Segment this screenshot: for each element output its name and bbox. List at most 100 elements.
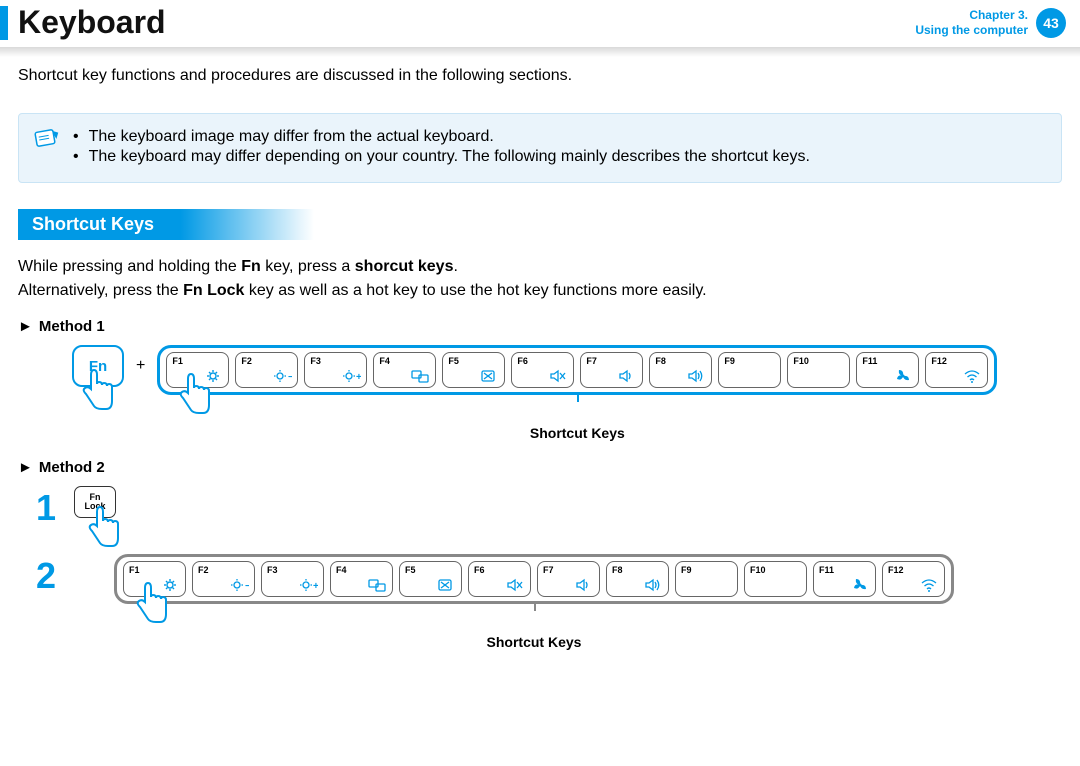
blank-icon (711, 576, 733, 594)
fkey-label: F2 (241, 356, 252, 366)
display-switch-icon (409, 367, 431, 385)
shortcut-caption: Shortcut Keys (114, 634, 954, 650)
fan-icon (892, 367, 914, 385)
fkey-label: F7 (586, 356, 597, 366)
content-area: Shortcut key functions and procedures ar… (0, 57, 1080, 650)
fkey-label: F5 (405, 565, 416, 575)
fan-icon (849, 576, 871, 594)
method2-step1: 1 FnLock (18, 486, 1062, 526)
fkey-label: F7 (543, 565, 554, 575)
fkey-label: F11 (862, 356, 877, 366)
fkey-label: F12 (888, 565, 904, 575)
fkey-F5: F5 (399, 561, 462, 597)
blank-icon (754, 367, 776, 385)
fkey-F2: F2 (235, 352, 298, 388)
vol-down-icon (573, 576, 595, 594)
fkey-F7: F7 (580, 352, 643, 388)
fkey-label: F4 (379, 356, 390, 366)
bright-down-icon (228, 576, 250, 594)
fkey-label: F9 (724, 356, 735, 366)
fkey-F12: F12 (882, 561, 945, 597)
method1-row: Fn + F1 F2 F3 F4 F5 F6 F7 F8 F9 F10 F11 F12 Shortcu… (18, 345, 1062, 441)
triangle-icon: ► (18, 459, 33, 476)
fkey-F6: F6 (511, 352, 574, 388)
fkey-label: F8 (655, 356, 666, 366)
para-2: Alternatively, press the Fn Lock key as … (18, 282, 1062, 300)
fkey-F6: F6 (468, 561, 531, 597)
display-switch-icon (366, 576, 388, 594)
bright-up-icon (297, 576, 319, 594)
method2-label: ►Method 2 (18, 459, 1062, 476)
fkey-F3: F3 (304, 352, 367, 388)
step-number: 2 (18, 554, 74, 594)
page-header: Keyboard Chapter 3. Using the computer 4… (0, 0, 1080, 47)
page-title: Keyboard (18, 4, 166, 41)
fkey-F10: F10 (787, 352, 850, 388)
fnlock-wrap: FnLock (74, 486, 116, 518)
hand-press-icon (76, 363, 120, 419)
fkey-F10: F10 (744, 561, 807, 597)
fkey-strip-method2: F1 F2 F3 F4 F5 F6 F7 F8 F9 F10 F11 F12 (114, 554, 954, 604)
note-box: The keyboard image may differ from the a… (18, 113, 1062, 183)
fkey-label: F8 (612, 565, 623, 575)
step-number: 1 (18, 486, 74, 526)
fkey-F9: F9 (718, 352, 781, 388)
title-wrap: Keyboard (0, 4, 166, 41)
fkey-F12: F12 (925, 352, 988, 388)
hand-press-icon (130, 576, 174, 632)
fkey-F9: F9 (675, 561, 738, 597)
note-item: The keyboard image may differ from the a… (73, 128, 1045, 146)
vol-up-icon (685, 367, 707, 385)
fkey-strip-method1: F1 F2 F3 F4 F5 F6 F7 F8 F9 F10 F11 F12 (157, 345, 997, 395)
bright-up-icon (340, 367, 362, 385)
vol-down-icon (616, 367, 638, 385)
fkey-label: F12 (931, 356, 947, 366)
fkey-F5: F5 (442, 352, 505, 388)
touchpad-off-icon (478, 367, 500, 385)
para-1: While pressing and holding the Fn key, p… (18, 258, 1062, 276)
method1-strip-wrap: F1 F2 F3 F4 F5 F6 F7 F8 F9 F10 F11 F12 Shortcut Key… (157, 345, 997, 441)
fkey-label: F3 (310, 356, 321, 366)
fkey-F8: F8 (606, 561, 669, 597)
fkey-label: F10 (750, 565, 766, 575)
fkey-label: F11 (819, 565, 834, 575)
note-item: The keyboard may differ depending on you… (73, 148, 1045, 166)
chapter-info: Chapter 3. Using the computer 43 (915, 8, 1066, 38)
fkey-label: F6 (474, 565, 485, 575)
chapter-line2: Using the computer (915, 23, 1028, 37)
fkey-F4: F4 (373, 352, 436, 388)
method2-strip-wrap: F1 F2 F3 F4 F5 F6 F7 F8 F9 F10 F11 F12 Shortcut Key… (114, 554, 954, 650)
fkey-label: F9 (681, 565, 692, 575)
tick-mark (577, 392, 579, 402)
fkey-label: F1 (129, 565, 140, 575)
method2-step2: 2 F1 F2 F3 F4 F5 F6 F7 F8 F9 F10 F11 F12 Shortcut K… (18, 554, 1062, 650)
shortcut-caption: Shortcut Keys (157, 425, 997, 441)
bright-down-icon (271, 367, 293, 385)
fkey-F11: F11 (813, 561, 876, 597)
fkey-label: F1 (172, 356, 183, 366)
header-shadow (0, 47, 1080, 57)
mute-icon (504, 576, 526, 594)
fkey-label: F2 (198, 565, 209, 575)
note-list: The keyboard image may differ from the a… (73, 128, 1045, 166)
wifi-icon (961, 367, 983, 385)
hand-press-icon (82, 500, 126, 556)
fkey-label: F4 (336, 565, 347, 575)
method1-label: ►Method 1 (18, 318, 1062, 335)
page-number-badge: 43 (1036, 8, 1066, 38)
fkey-F8: F8 (649, 352, 712, 388)
triangle-icon: ► (18, 318, 33, 335)
note-icon (33, 128, 61, 150)
fkey-F7: F7 (537, 561, 600, 597)
fkey-label: F3 (267, 565, 278, 575)
blank-icon (823, 367, 845, 385)
fkey-F3: F3 (261, 561, 324, 597)
fn-key-wrap: Fn (18, 345, 124, 387)
fkey-label: F5 (448, 356, 459, 366)
title-accent-bar (0, 6, 8, 40)
plus-sign: + (136, 357, 145, 375)
vol-up-icon (642, 576, 664, 594)
touchpad-off-icon (435, 576, 457, 594)
hand-press-icon (173, 367, 217, 423)
intro-text: Shortcut key functions and procedures ar… (18, 67, 1062, 85)
